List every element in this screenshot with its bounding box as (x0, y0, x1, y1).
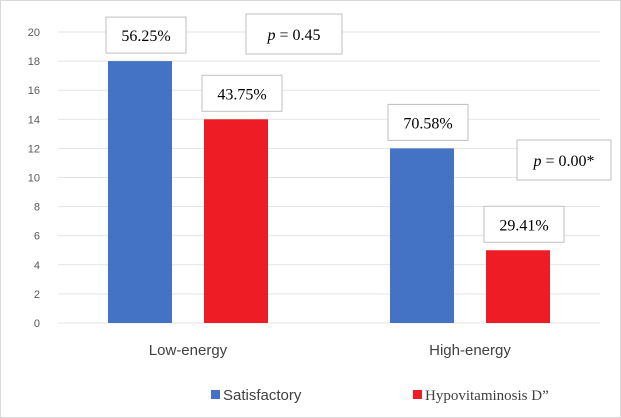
data-label-box (483, 205, 565, 243)
x-axis: Low-energy High-energy (149, 342, 512, 359)
y-tick-label: 16 (28, 85, 40, 97)
legend-swatch (211, 390, 220, 399)
legend-swatch (413, 390, 422, 399)
p-symbol: p (532, 153, 541, 170)
data-label-box (201, 74, 283, 112)
y-tick-label: 20 (28, 27, 40, 39)
data-labels: 56.25% 43.75% 70.58% 29.41% (105, 16, 565, 243)
y-tick-label: 2 (34, 289, 40, 301)
y-tick-label: 8 (34, 202, 40, 214)
x-category-label: Low-energy (149, 342, 228, 359)
data-label: 43.75% (217, 86, 266, 103)
bars (108, 61, 550, 323)
legend: Satisfactory Hypovitaminosis D” (211, 387, 549, 404)
y-axis: 0 2 4 6 8 10 12 14 16 18 20 (28, 27, 40, 330)
bar (108, 61, 172, 323)
bar (204, 119, 268, 323)
bar (486, 250, 550, 323)
p-value-label: p = 0.00* (532, 153, 594, 170)
legend-label: Satisfactory (223, 387, 302, 404)
y-tick-label: 12 (28, 143, 40, 155)
y-tick-label: 0 (34, 318, 40, 330)
legend-label: Hypovitaminosis D” (425, 388, 549, 404)
p-value-box (516, 139, 612, 181)
data-label: 56.25% (121, 28, 170, 45)
data-label-box (387, 103, 469, 141)
bar (390, 148, 454, 323)
p-value-annotations: p = 0.45p = 0.00* (245, 13, 612, 181)
p-value-text: = 0.00* (541, 153, 594, 170)
p-value-box (245, 13, 343, 55)
y-tick-label: 10 (28, 173, 40, 185)
data-label: 29.41% (499, 217, 548, 234)
data-label: 70.58% (403, 115, 452, 132)
y-tick-label: 6 (34, 231, 40, 243)
y-tick-label: 18 (28, 56, 40, 68)
p-symbol: p (266, 27, 275, 44)
p-value-text: = 0.45 (275, 27, 320, 44)
data-label-box (105, 16, 187, 54)
y-tick-label: 4 (34, 260, 40, 272)
y-tick-label: 14 (28, 114, 40, 126)
p-value-label: p = 0.45 (266, 27, 320, 44)
x-category-label: High-energy (429, 342, 511, 359)
